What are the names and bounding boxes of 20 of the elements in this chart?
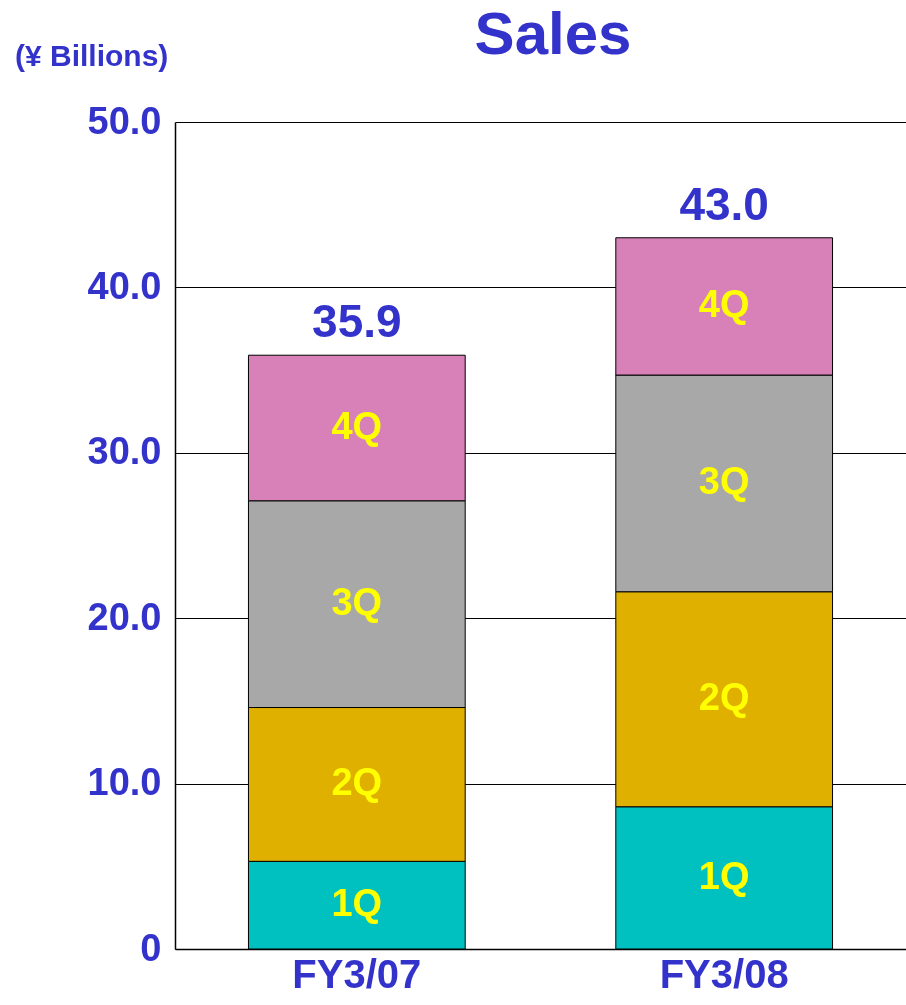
y-tick-label: 20.0 [87,595,162,638]
text: 3Q [698,460,750,503]
series-label: 4Q [698,283,750,326]
text: 4Q [331,404,383,447]
y-axis-title: (¥ Billions) [15,39,169,72]
total-label: 43.0 [679,177,769,230]
chart-title: Sales [474,0,632,67]
y-tick-label: 30.0 [87,430,162,473]
y-tick-label: 40.0 [87,264,162,307]
text: 2Q [698,676,750,719]
series-label: 3Q [331,581,383,624]
x-tick-label: FY3/07 [292,951,422,996]
text: 1Q [698,854,750,897]
y-tick-label: 10.0 [87,761,162,804]
total-label: 35.9 [312,295,402,348]
series-label: 2Q [331,761,383,804]
x-tick-label: FY3/08 [659,951,789,996]
y-tick-label: 0 [140,926,162,969]
series-label: 1Q [331,882,383,925]
y-tick-label: 50.0 [87,99,162,142]
